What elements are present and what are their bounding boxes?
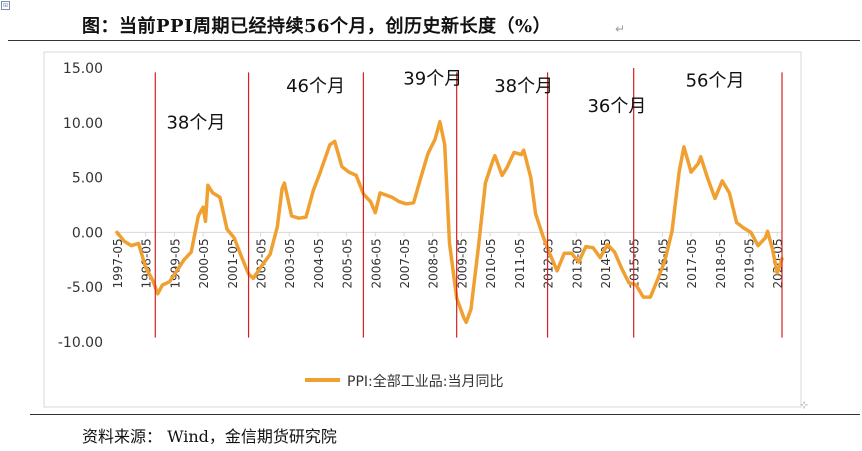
series-layer bbox=[115, 119, 784, 325]
x-tick-label: 2013-05 bbox=[570, 238, 584, 288]
annotations: 38个月 46个月 39个月 38个月 36个月 56个月 bbox=[166, 68, 744, 133]
legend: PPI:全部工业品:当月同比 bbox=[305, 373, 503, 390]
x-tick-label: 2015-05 bbox=[628, 238, 642, 288]
x-tick-label: 2004-05 bbox=[312, 238, 326, 288]
x-tick-label: 2006-05 bbox=[369, 238, 383, 288]
paragraph-mark-icon: ↵ bbox=[615, 22, 626, 36]
resize-handle-icon: ⊹ bbox=[800, 400, 809, 411]
top-rule bbox=[8, 40, 860, 41]
y-tick-label: -10.00 bbox=[58, 335, 103, 351]
x-tick-label: 2001-05 bbox=[226, 238, 240, 288]
x-tick-label: 2009-05 bbox=[455, 238, 469, 288]
cycle-duration-label: 36个月 bbox=[587, 96, 646, 117]
cycle-lines bbox=[154, 68, 783, 338]
x-tick-label: 1997-05 bbox=[111, 238, 125, 288]
x-tick-label: 2007-05 bbox=[398, 238, 412, 288]
x-tick-label: 2011-05 bbox=[513, 238, 527, 288]
anchor-icon: ⊞ bbox=[1, 1, 10, 10]
y-tick-label: 15.00 bbox=[63, 61, 103, 77]
legend-label: PPI:全部工业品:当月同比 bbox=[347, 373, 503, 390]
cycle-duration-label: 39个月 bbox=[403, 68, 462, 89]
x-tick-label: 2017-05 bbox=[685, 238, 699, 288]
y-tick-label: -5.00 bbox=[67, 280, 103, 296]
y-axis: 15.00 10.00 5.00 0.00 -5.00 -10.00 bbox=[58, 61, 103, 351]
y-tick-label: 10.00 bbox=[63, 116, 103, 132]
x-tick-label: 2018-05 bbox=[714, 238, 728, 288]
x-tick-label: 2005-05 bbox=[341, 238, 355, 288]
x-tick-label: 2012-05 bbox=[542, 238, 556, 288]
cycle-duration-label: 38个月 bbox=[494, 76, 553, 97]
cycle-duration-label: 56个月 bbox=[686, 71, 745, 92]
page-title: 图：当前PPI周期已经持续56个月，创历史新长度（%） bbox=[82, 16, 552, 37]
y-tick-label: 5.00 bbox=[72, 171, 103, 187]
bottom-rule bbox=[30, 414, 860, 415]
x-tick-label: 2008-05 bbox=[427, 238, 441, 288]
cycle-duration-label: 46个月 bbox=[286, 76, 345, 97]
y-tick-label: 0.00 bbox=[72, 225, 103, 241]
chart-frame bbox=[43, 51, 802, 408]
cycle-duration-label: 38个月 bbox=[166, 112, 225, 133]
x-tick-label: 2000-05 bbox=[197, 238, 211, 288]
x-axis: 1997-05 1998-05 1999-05 2000-05 2001-05 2002-… bbox=[111, 231, 785, 289]
source-note: 资料来源： Wind，金信期货研究院 bbox=[82, 427, 337, 446]
x-tick-label: 2010-05 bbox=[484, 238, 498, 288]
x-tick-label: 2003-05 bbox=[283, 238, 297, 288]
x-tick-label: 2019-05 bbox=[743, 238, 757, 288]
series-line-ppi bbox=[115, 119, 784, 325]
